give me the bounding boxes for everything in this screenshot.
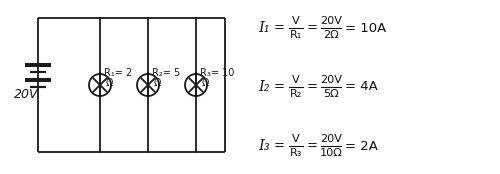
Text: R₁: R₁ [290, 30, 302, 40]
Text: =: = [274, 140, 284, 152]
Text: V: V [292, 134, 300, 144]
Text: = 10A: = 10A [345, 22, 386, 34]
Text: 20V: 20V [320, 75, 342, 85]
Text: V: V [292, 75, 300, 85]
Text: R₃: R₃ [290, 148, 302, 158]
Text: =: = [274, 81, 284, 93]
Text: Ω: Ω [106, 78, 114, 88]
Text: = 4A: = 4A [345, 81, 378, 93]
Text: I₂: I₂ [258, 80, 270, 94]
Text: V: V [292, 16, 300, 26]
Text: 2Ω: 2Ω [324, 30, 339, 40]
Text: R₁= 2: R₁= 2 [104, 68, 132, 78]
Text: = 2A: = 2A [345, 140, 378, 152]
Text: R₂: R₂ [290, 89, 302, 99]
Text: =: = [306, 81, 318, 93]
Text: R₃= 10: R₃= 10 [200, 68, 234, 78]
Text: 20V: 20V [14, 89, 38, 101]
Text: 20V: 20V [320, 16, 342, 26]
Text: Ω: Ω [154, 78, 162, 88]
Text: Ω: Ω [202, 78, 209, 88]
Text: 5Ω: 5Ω [324, 89, 339, 99]
Text: I₃: I₃ [258, 139, 270, 153]
Text: =: = [306, 22, 318, 34]
Text: 10Ω: 10Ω [320, 148, 342, 158]
Text: R₂= 5: R₂= 5 [152, 68, 180, 78]
Text: 20V: 20V [320, 134, 342, 144]
Text: I₁: I₁ [258, 21, 270, 35]
Text: =: = [274, 22, 284, 34]
Text: =: = [306, 140, 318, 152]
